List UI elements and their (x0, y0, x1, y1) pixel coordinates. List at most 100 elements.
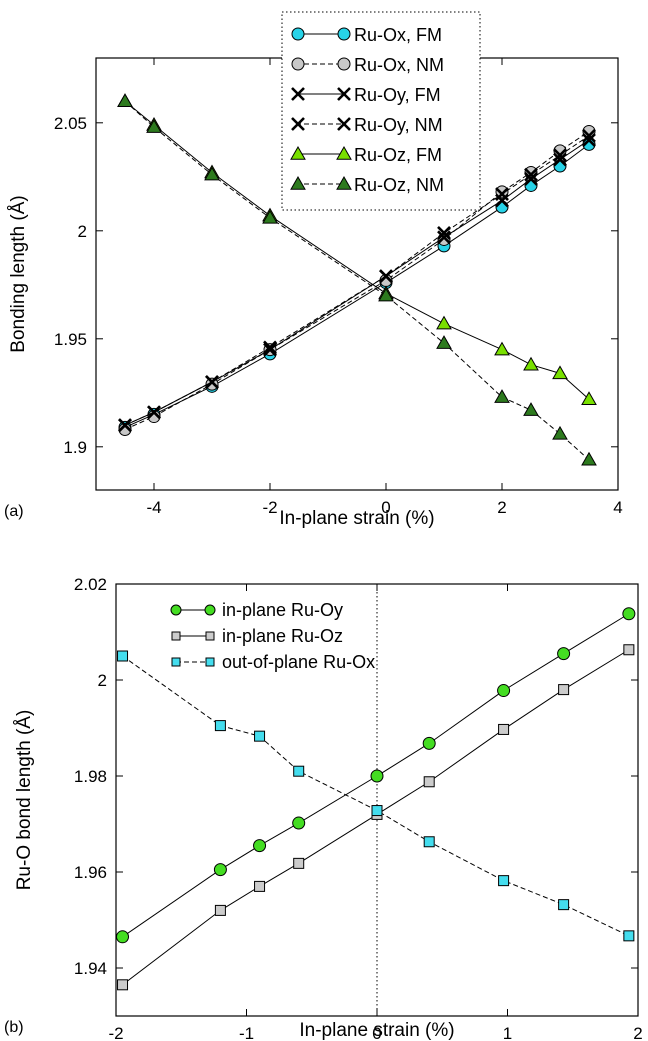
panel-b-x-axis-label: In-plane strain (%) (299, 1020, 454, 1041)
panel-a-data-point-ru-oy-nm (263, 340, 277, 355)
panel-a-x-tick-label: -2 (262, 498, 277, 517)
panel-a-data-point-ru-oy-fm (263, 342, 277, 357)
panel-b-legend-marker (205, 631, 215, 641)
panel-b-legend-label: out-of-plane Ru-Ox (222, 652, 375, 672)
panel-a-y-tick-label: 1.9 (63, 438, 87, 457)
panel-b-y-tick-label: 1.96 (74, 863, 107, 882)
panel-b-legend-entry: out-of-plane Ru-Ox (171, 652, 375, 672)
panel-a-legend-label: Ru-Ox, FM (354, 25, 442, 45)
panel-b-series-out-of-plane-ru-ox (117, 650, 635, 942)
panel-a-legend-label: Ru-Ox, NM (354, 55, 444, 75)
panel-b-legend-label: in-plane Ru-Oy (222, 600, 343, 620)
panel-a-x-tick-label: 0 (381, 498, 390, 517)
panel-b-data-point-in-plane-ru-oz (623, 644, 635, 656)
panel-a-legend-marker (337, 27, 351, 41)
panel-a-data-point-ru-oz-nm (436, 335, 452, 349)
panel-a-data-point-ru-oz-fm (436, 315, 452, 330)
panel-a-legend-label: Ru-Oy, FM (354, 85, 441, 105)
panel-b-data-point-in-plane-ru-oy (213, 863, 227, 877)
panel-a-y-tick-label: 1.95 (54, 330, 87, 349)
panel-a-legend-marker (291, 87, 305, 101)
panel-b-series-in-plane-ru-oy (116, 607, 636, 944)
panel-a-data-point-ru-oy-nm (582, 128, 596, 143)
panel-b-legend-entry: in-plane Ru-Oz (171, 626, 343, 646)
panel-a-y-tick-label: 2 (78, 222, 87, 241)
panel-a-legend-marker (291, 57, 305, 71)
panel-b-data-point-in-plane-ru-oy (622, 607, 636, 621)
panel-a-legend-marker (290, 175, 306, 190)
panel-a-data-point-ru-oy-fm (582, 133, 596, 147)
panel-a-series-line-ru-ox-nm (124, 131, 590, 430)
panel-b-y-tick-label: 1.98 (74, 767, 107, 786)
panel-b-x-tick-label: 2 (633, 1024, 642, 1041)
panel-a-legend-box (281, 11, 481, 211)
panel-b-data-point-out-of-plane-ru-ox (254, 730, 266, 742)
panel-b-data-point-in-plane-ru-oz (254, 880, 266, 892)
panel-a-y-axis-label: Bonding length (Å) (8, 195, 29, 352)
panel-a-series-ru-oy-nm (118, 128, 596, 433)
panel-a-y-tick-label: 2.05 (54, 114, 87, 133)
panel-a-data-point-ru-ox-fm (524, 178, 538, 192)
panel-a-legend-label: Ru-Oz, NM (354, 175, 444, 195)
panel-a-legend-entry: Ru-Oy, FM (291, 85, 441, 105)
panel-a-legend-marker (336, 175, 352, 190)
panel-a-data-point-ru-oy-nm (379, 269, 393, 284)
panel-b-data-point-in-plane-ru-oz (498, 723, 510, 735)
panel-a-data-point-ru-oz-nm (204, 166, 220, 181)
panel-a-x-tick-label: 2 (497, 498, 506, 517)
panel-a-data-point-ru-oy-nm (147, 405, 161, 420)
panel-a-data-point-ru-oz-nm (262, 209, 278, 224)
panel-a-data-point-ru-oy-nm (553, 148, 567, 163)
panel-a-legend-entry: Ru-Ox, FM (291, 25, 442, 45)
panel-a-data-point-ru-oz-nm (523, 402, 539, 416)
panel-a-data-point-ru-oz-fm (552, 365, 568, 380)
panel-a-legend-label: Ru-Oz, FM (354, 145, 442, 165)
panel-a-legend: Ru-Ox, FM Ru-Ox, NM Ru-Oy, FM Ru-Oy, NM Ru-O… (281, 11, 481, 211)
panel-a-x-tick-label: -4 (146, 498, 161, 517)
panel-a-series-line-ru-oy-nm (124, 135, 590, 426)
panel-a-data-point-ru-oz-fm (494, 341, 510, 356)
panel-b-data-point-out-of-plane-ru-ox (214, 720, 226, 732)
panel-b-data-point-in-plane-ru-oz (293, 857, 305, 869)
panel-b-data-point-in-plane-ru-oy (557, 647, 571, 661)
panel-b-legend-marker (171, 631, 181, 641)
panel-a-data-point-ru-oz-nm (581, 451, 597, 466)
panel-b-data-point-in-plane-ru-oy (253, 839, 267, 853)
panel-b-data-point-in-plane-ru-oy (370, 769, 384, 783)
panel-a-legend-marker (336, 145, 352, 160)
panel-a-x-tick-label: 4 (613, 498, 622, 517)
panel-a-data-point-ru-oz-fm (581, 391, 597, 406)
panel-b-y-axis-label: Ru-O bond length (Å) (14, 710, 35, 891)
panel-b-series-in-plane-ru-oz (117, 644, 635, 991)
panel-a-data-point-ru-oz-nm (146, 119, 162, 133)
panel-b-data-point-in-plane-ru-oz (558, 684, 570, 696)
panel-a-data-point-ru-oz-nm (117, 93, 133, 107)
panel-a-legend-entry: Ru-Ox, NM (291, 55, 444, 75)
panel-a-data-point-ru-oy-fm (553, 152, 567, 167)
panel-b-data-point-in-plane-ru-oz (423, 776, 435, 788)
panel-a-data-point-ru-oz-nm (494, 389, 510, 403)
panel-a-data-point-ru-ox-nm (205, 377, 219, 391)
panel-a-series-line-ru-oz-fm (124, 100, 590, 400)
panel-b-data-point-in-plane-ru-oy (497, 684, 511, 698)
panel-b-series-line-out-of-plane-ru-ox (122, 655, 630, 937)
panel-b-legend-marker (170, 604, 182, 616)
panel-b-y-tick-label: 2 (98, 671, 107, 690)
panel-b-legend-marker (171, 657, 181, 667)
panel-b-data-point-in-plane-ru-oy (292, 816, 306, 830)
panel-a-legend-marker (337, 87, 351, 101)
panel-b: -2 -1 0 1 2 1.94 1.96 1.98 2 2.02 In-plane strain… (4, 575, 643, 1041)
panel-a-data-point-ru-oy-nm (495, 187, 509, 201)
panel-a-legend-entry: Ru-Oz, FM (290, 145, 442, 165)
panel-b-x-tick-label: 0 (372, 1024, 381, 1041)
panel-a-x-axis-label: In-plane strain (%) (279, 508, 434, 529)
panel-a-legend-entry: Ru-Oy, NM (291, 115, 443, 135)
panel-b-y-tick-label: 2.02 (74, 575, 107, 594)
panel-b-data-point-out-of-plane-ru-ox (293, 765, 305, 777)
panel-b-data-point-out-of-plane-ru-ox (623, 930, 635, 942)
panel-a-legend-marker (290, 145, 306, 160)
panel-a-data-point-ru-oz-nm (552, 425, 568, 440)
panel-a-series-ru-oz-nm (117, 93, 597, 466)
